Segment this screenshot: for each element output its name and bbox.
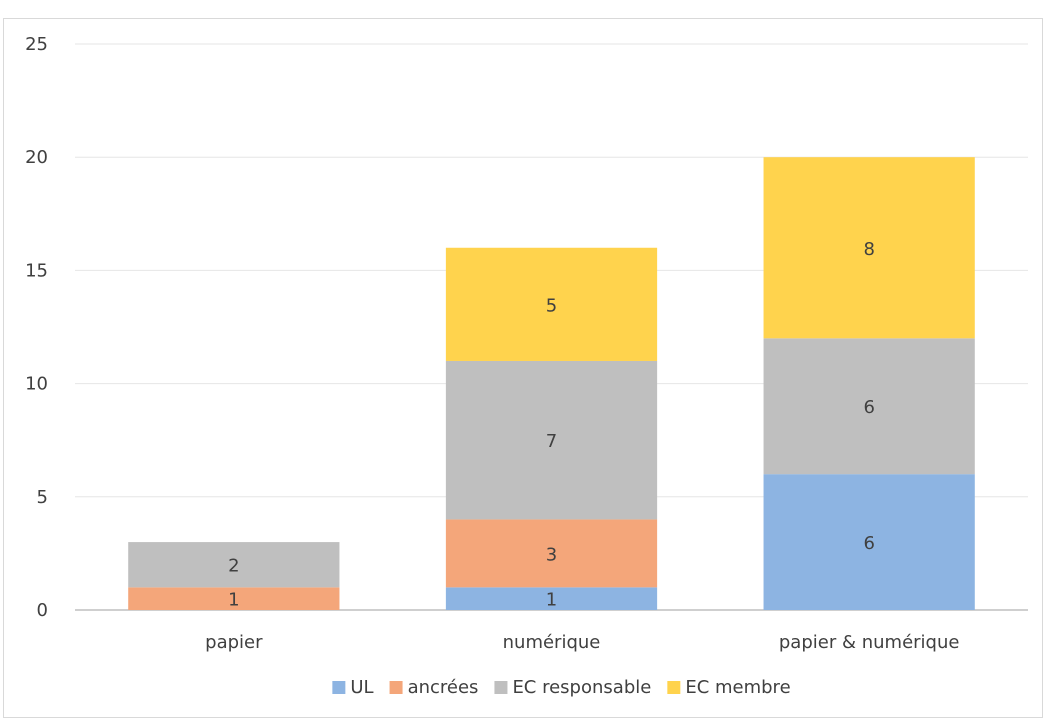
x-category-label: papier (205, 632, 263, 653)
data-label: 5 (546, 295, 557, 316)
legend-swatch (389, 681, 403, 694)
legend-label: ancrées (408, 677, 479, 698)
x-axis-labels: papier numérique papier & numérique (205, 632, 959, 653)
y-tick-label: 5 (37, 487, 48, 508)
data-label: 2 (228, 556, 239, 577)
data-label: 8 (863, 239, 874, 260)
legend-label: EC membre (685, 677, 790, 698)
bar-segment (445, 519, 658, 588)
data-label: 1 (546, 590, 557, 611)
bar-segment (445, 247, 658, 361)
data-label: 7 (546, 431, 557, 452)
legend-label: EC responsable (512, 677, 651, 698)
data-label: 6 (863, 397, 874, 418)
x-category-label: numérique (503, 632, 601, 653)
bar-segment (445, 587, 658, 610)
y-axis-ticks: 0 5 10 15 20 25 (25, 34, 48, 621)
legend-swatch (494, 681, 508, 694)
legend: UL ancrées EC responsable EC membre (332, 677, 791, 698)
bar-segment (128, 587, 340, 610)
data-label: 3 (546, 544, 557, 565)
bar-segment (763, 474, 975, 610)
bar-segment (763, 157, 975, 339)
bar-segment (445, 360, 658, 520)
y-tick-label: 10 (25, 374, 48, 395)
y-tick-label: 0 (37, 600, 48, 621)
legend-label: UL (350, 677, 373, 698)
data-label: 1 (228, 590, 239, 611)
x-category-label: papier & numérique (779, 632, 960, 653)
data-label: 6 (863, 533, 874, 554)
legend-swatch (667, 681, 681, 694)
y-tick-label: 20 (25, 147, 48, 168)
legend-swatch (332, 681, 346, 694)
bars: 1 2 1 3 7 5 6 6 8 (128, 157, 975, 611)
bar-segment (763, 338, 975, 475)
bar-segment (128, 542, 340, 588)
y-tick-label: 15 (25, 260, 48, 281)
y-tick-label: 25 (25, 34, 48, 55)
